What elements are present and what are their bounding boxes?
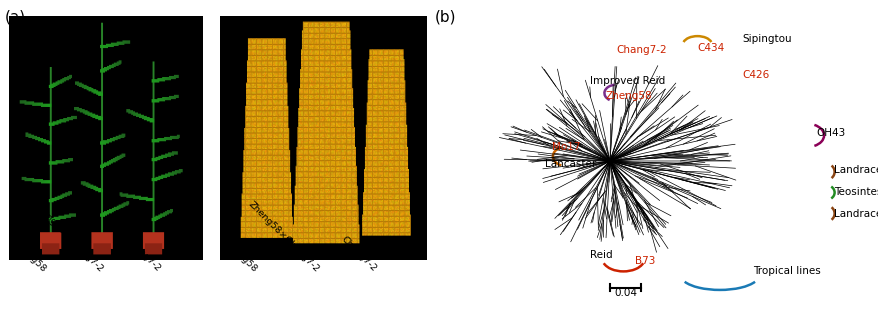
Text: Landraces: Landraces: [833, 208, 878, 218]
Text: OH43: OH43: [816, 128, 845, 138]
Text: Mo17: Mo17: [551, 142, 579, 152]
Text: Zheng58×Chang7-2: Zheng58×Chang7-2: [246, 200, 320, 274]
Text: C426: C426: [741, 70, 768, 80]
Text: Zheng58×Chang7-2: Zheng58×Chang7-2: [31, 200, 105, 274]
Text: Sipingtou: Sipingtou: [741, 34, 791, 44]
Text: Improved Reid: Improved Reid: [589, 76, 665, 86]
Text: (a): (a): [4, 10, 25, 25]
Text: Zheng58: Zheng58: [605, 91, 651, 101]
Text: (b): (b): [435, 10, 457, 25]
Text: Landraces: Landraces: [833, 165, 878, 175]
Text: Reid: Reid: [589, 250, 612, 260]
Text: Zheng58: Zheng58: [223, 238, 259, 274]
Text: Zheng58: Zheng58: [12, 238, 48, 274]
Text: Lancaster: Lancaster: [544, 159, 595, 169]
Text: Chang7-2: Chang7-2: [616, 45, 666, 55]
Text: Teosintes: Teosintes: [833, 187, 878, 197]
Text: B73: B73: [634, 256, 654, 266]
Text: Tropical lines: Tropical lines: [752, 266, 820, 276]
Text: 0.04: 0.04: [614, 288, 637, 298]
Text: C434: C434: [696, 43, 723, 53]
Text: Chang7-2: Chang7-2: [339, 235, 378, 274]
Text: Chang7-2: Chang7-2: [124, 235, 162, 274]
